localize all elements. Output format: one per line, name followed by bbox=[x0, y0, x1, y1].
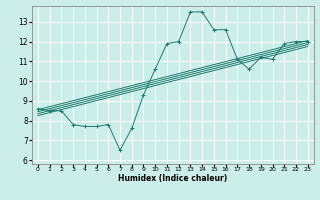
X-axis label: Humidex (Indice chaleur): Humidex (Indice chaleur) bbox=[118, 174, 228, 183]
